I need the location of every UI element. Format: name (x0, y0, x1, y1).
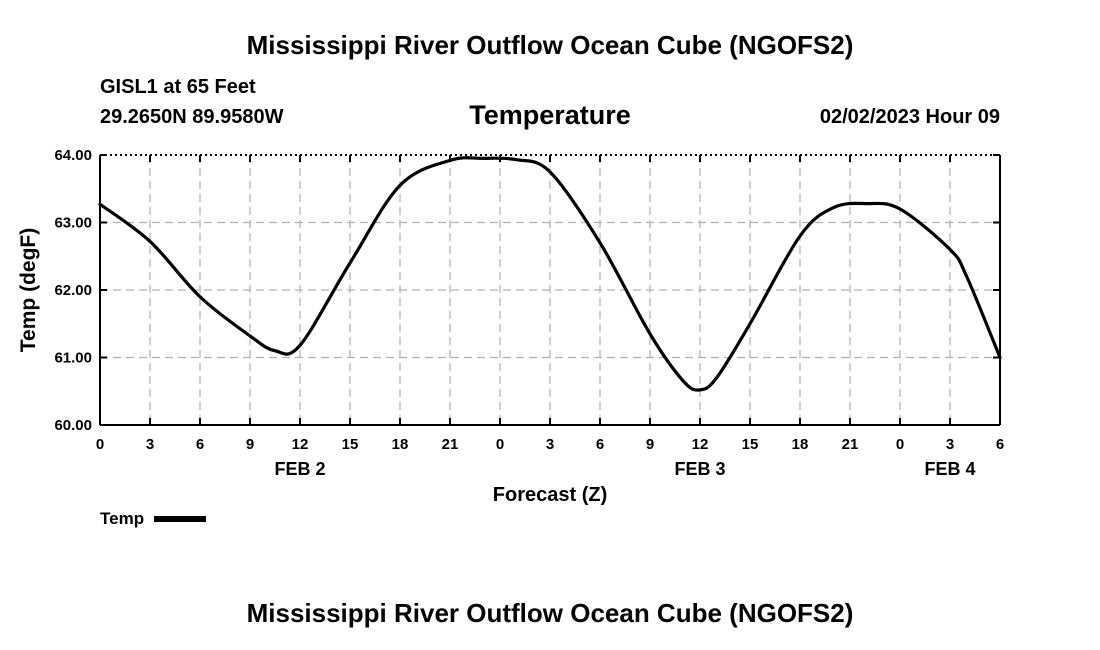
temp-series-line (98, 156, 1002, 392)
chart-title: Mississippi River Outflow Ocean Cube (NG… (246, 30, 854, 60)
legend-label: Temp (100, 509, 145, 528)
y-tick-label: 62.00 (54, 282, 92, 299)
legend-swatch (154, 516, 207, 522)
footer-title: Mississippi River Outflow Ocean Cube (NG… (246, 598, 854, 628)
legend: Temp (100, 509, 207, 529)
y-axis-title: Temp (degF) (17, 228, 40, 352)
y-tick-label: 61.00 (54, 350, 92, 367)
x-tick-label: 15 (342, 436, 359, 453)
x-tick-label: 21 (442, 436, 459, 453)
y-tick-label: 60.00 (54, 417, 92, 434)
chart-subtitle: Temperature (469, 100, 631, 130)
x-tick-label: 6 (996, 436, 1004, 453)
x-tick-label: 12 (692, 436, 709, 453)
x-tick-label: 9 (246, 436, 254, 453)
x-tick-label: 0 (96, 436, 104, 453)
x-tick-label: 3 (146, 436, 154, 453)
x-tick-label: 6 (596, 436, 604, 453)
series-layer (98, 156, 1002, 392)
x-axis-title: Forecast (Z) (493, 484, 607, 506)
x-tick-label: 6 (196, 436, 204, 453)
date-label: FEB 3 (674, 459, 725, 479)
x-tick-label: 0 (896, 436, 904, 453)
x-tick-label: 3 (546, 436, 554, 453)
x-tick-label: 15 (742, 436, 759, 453)
x-tick-label: 9 (646, 436, 654, 453)
date-label: FEB 4 (924, 459, 975, 479)
y-tick-label: 63.00 (54, 215, 92, 232)
station-label: GISL1 at 65 Feet (100, 76, 256, 98)
axes: 0 3 6 9 12 15 18 21 0 3 6 9 12 15 18 21 0 3 6 60.00 61.00 62.… (17, 147, 1004, 506)
grid (100, 155, 1000, 425)
x-tick-label: 0 (496, 436, 504, 453)
x-tick-label: 3 (946, 436, 954, 453)
x-tick-label: 12 (292, 436, 309, 453)
x-tick-label: 18 (392, 436, 409, 453)
x-tick-label: 21 (842, 436, 859, 453)
date-label: FEB 2 (274, 459, 325, 479)
y-tick-label: 64.00 (54, 147, 92, 164)
x-tick-label: 18 (792, 436, 809, 453)
timestamp-label: 02/02/2023 Hour 09 (819, 106, 1000, 128)
coordinates-label: 29.2650N 89.9580W (100, 106, 284, 128)
